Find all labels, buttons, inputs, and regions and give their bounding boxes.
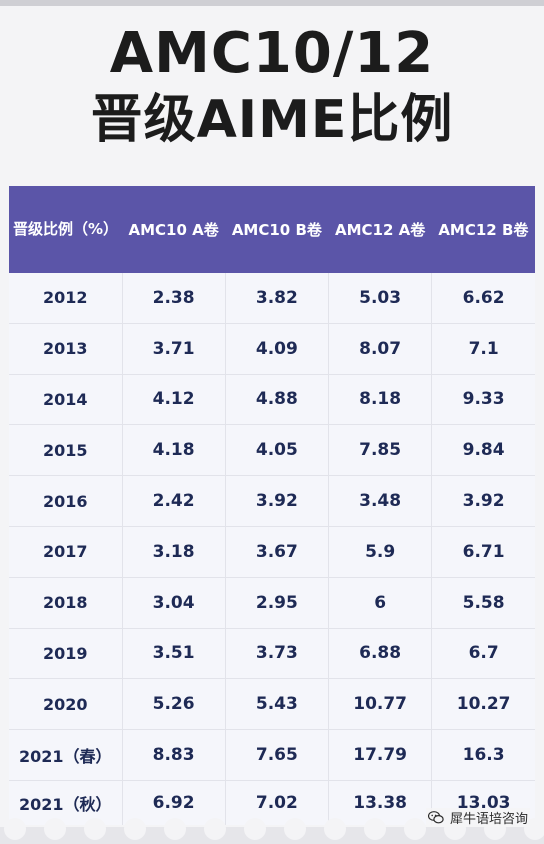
year-cell: 2019 [9,628,123,680]
value-cell: 3.92 [225,475,330,527]
value-cell: 3.82 [225,273,330,324]
scallop [164,818,186,840]
table-row: 2021（春） 8.83 7.65 17.79 16.3 [9,729,535,781]
year-cell: 2021（春） [9,729,123,781]
table-row: 2021（秋） 6.92 7.02 13.38 13.03 [9,780,535,825]
value-cell: 4.88 [225,374,330,426]
year-cell: 2017 [9,526,123,578]
value-cell: 3.18 [122,526,226,578]
table-header-row: 晋级比例（%） AMC10 A卷 AMC10 B卷 AMC12 A卷 AMC12… [9,186,535,273]
value-cell: 8.18 [328,374,433,426]
value-cell: 5.9 [328,526,433,578]
watermark-text: 犀牛语培咨询 [449,812,528,827]
table-row: 2013 3.71 4.09 8.07 7.1 [9,323,535,375]
value-cell: 4.09 [225,323,330,375]
value-cell: 9.84 [431,424,535,477]
header-amc12-b: AMC12 B卷 [431,186,535,273]
scallop [364,818,386,840]
page-title: AMC10/12 晋级AIME比例 [0,21,544,150]
header-ratio-percent: 晋级比例（%） [9,186,122,273]
value-cell: 10.27 [431,678,535,731]
scallop [84,818,106,840]
value-cell: 7.1 [431,323,535,375]
value-cell: 2.42 [122,475,226,527]
value-cell: 9.33 [431,374,535,426]
year-cell: 2014 [9,374,123,426]
scallop [124,818,146,840]
title-line-2: 晋级AIME比例 [90,90,454,150]
year-cell: 2012 [9,273,123,324]
year-cell: 2016 [9,475,123,527]
table-row: 2017 3.18 3.67 5.9 6.71 [9,526,535,578]
value-cell: 7.85 [328,424,433,477]
header-amc10-a: AMC10 A卷 [122,186,226,273]
wechat-icon [427,811,444,824]
value-cell: 13.03 [456,792,511,813]
value-cell: 3.71 [122,323,226,375]
value-cell: 3.67 [225,526,330,578]
value-cell: 3.73 [225,628,330,680]
value-cell: 2.38 [122,273,226,324]
header-amc10-b: AMC10 B卷 [225,186,329,273]
value-cell: 6.7 [431,628,535,680]
year-cell: 2020 [9,678,123,731]
value-cell: 6.88 [328,628,433,680]
value-cell: 3.04 [122,577,226,629]
value-cell: 3.48 [328,475,433,527]
watermark: 犀牛语培咨询 [425,808,530,827]
scallop [284,818,306,840]
title-line-1: AMC10/12 [109,21,435,86]
year-cell: 2018 [9,577,123,629]
value-cell: 8.07 [328,323,433,375]
value-cell: 4.18 [122,424,226,477]
table-row: 2014 4.12 4.88 8.18 9.33 [9,374,535,426]
value-cell: 10.77 [328,678,433,731]
table-row: 2020 5.26 5.43 10.77 10.27 [9,678,535,731]
table-row: 2018 3.04 2.95 6 5.58 [9,577,535,629]
scallop [4,818,26,840]
value-cell: 5.26 [122,678,226,731]
value-cell: 13.38 [328,780,433,825]
value-cell: 17.79 [328,729,433,781]
value-cell: 6 [328,577,433,629]
scallop [244,818,266,840]
year-cell: 2015 [9,424,123,477]
top-divider [0,0,544,6]
year-cell: 2021（秋） [9,780,123,825]
scallop [204,818,226,840]
table-row: 2012 2.38 3.82 5.03 6.62 [9,273,535,324]
value-cell: 3.51 [122,628,226,680]
scallop [404,818,426,840]
aime-qualification-table: 晋级比例（%） AMC10 A卷 AMC10 B卷 AMC12 A卷 AMC12… [9,186,535,825]
scalloped-edge [0,818,544,844]
year-cell: 2013 [9,323,123,375]
table-row: 2019 3.51 3.73 6.88 6.7 [9,628,535,680]
value-cell: 7.65 [225,729,330,781]
value-cell: 5.43 [225,678,330,731]
value-cell: 4.05 [225,424,330,477]
value-cell: 16.3 [431,729,535,781]
value-cell: 3.92 [431,475,535,527]
value-cell: 6.62 [431,273,535,324]
header-amc12-a: AMC12 A卷 [328,186,432,273]
value-cell: 4.12 [122,374,226,426]
table-row: 2016 2.42 3.92 3.48 3.92 [9,475,535,527]
scallop [44,818,66,840]
value-cell: 5.58 [431,577,535,629]
value-cell: 2.95 [225,577,330,629]
table-body: 2012 2.38 3.82 5.03 6.62 2013 3.71 4.09 8.07 7.1 2… [9,273,535,825]
table-row: 2015 4.18 4.05 7.85 9.84 [9,424,535,477]
value-cell: 6.92 [122,780,226,825]
value-cell: 8.83 [122,729,226,781]
value-cell: 7.02 [225,780,330,825]
scallop [324,818,346,840]
value-cell: 6.71 [431,526,535,578]
value-cell: 5.03 [328,273,433,324]
